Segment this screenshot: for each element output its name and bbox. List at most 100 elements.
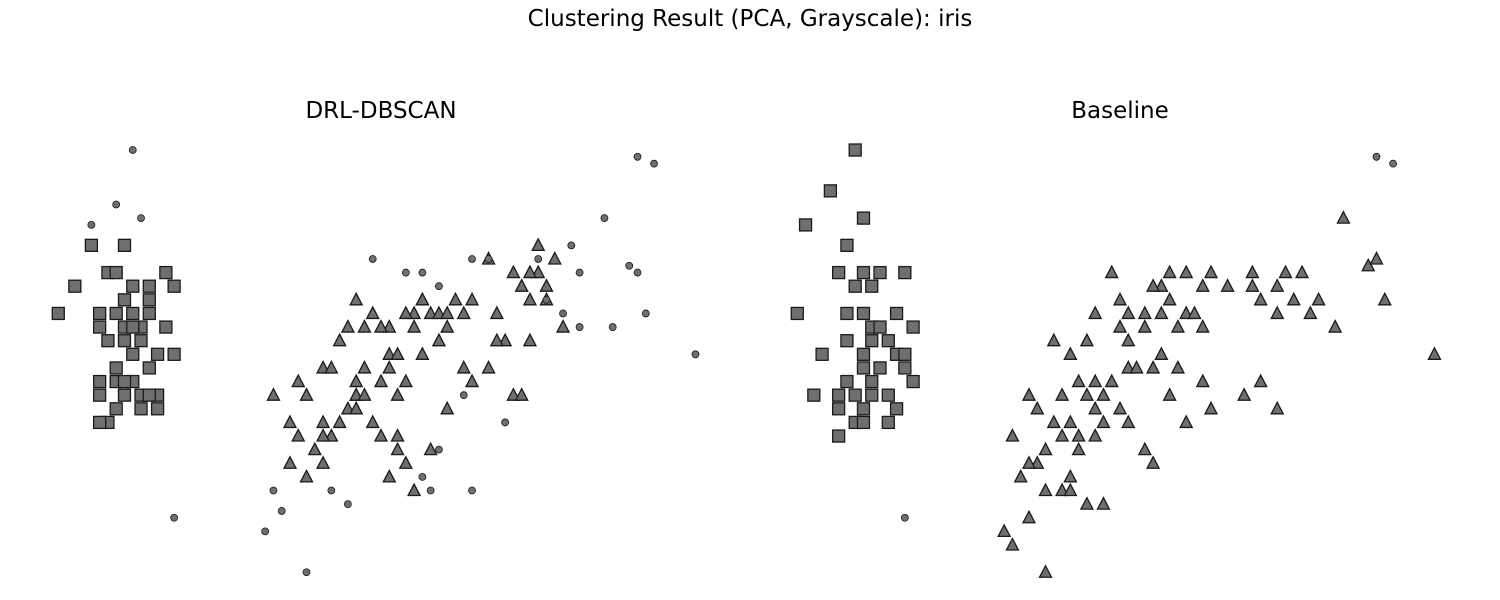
triangle-marker bbox=[1038, 564, 1053, 578]
triangle-marker bbox=[997, 523, 1012, 538]
triangle-marker bbox=[349, 373, 364, 388]
triangle-marker bbox=[373, 319, 389, 333]
triangle-marker bbox=[1112, 291, 1128, 306]
triangle-marker bbox=[464, 291, 480, 306]
triangle-marker bbox=[498, 332, 513, 347]
triangle-marker bbox=[1253, 373, 1268, 388]
triangle-marker bbox=[1303, 305, 1318, 320]
triangle-marker bbox=[1377, 291, 1392, 306]
square-marker bbox=[856, 265, 871, 280]
triangle-marker bbox=[1112, 319, 1128, 333]
noise-point bbox=[484, 255, 493, 263]
triangle-marker bbox=[489, 332, 504, 347]
noise-point bbox=[608, 323, 617, 331]
square-marker bbox=[142, 306, 156, 321]
noise-point bbox=[501, 418, 510, 427]
triangle-marker bbox=[349, 291, 364, 306]
triangle-marker bbox=[1245, 278, 1260, 292]
square-marker bbox=[881, 388, 895, 402]
triangle-marker bbox=[316, 428, 331, 442]
noise-point bbox=[459, 391, 468, 400]
square-marker bbox=[117, 388, 132, 402]
triangle-marker bbox=[1146, 278, 1161, 292]
triangle-marker bbox=[415, 346, 430, 360]
triangle-marker bbox=[1179, 264, 1194, 279]
square-marker bbox=[832, 429, 846, 443]
noise-point bbox=[87, 221, 96, 229]
square-marker bbox=[848, 388, 862, 402]
triangle-marker bbox=[382, 468, 397, 483]
triangle-marker bbox=[1187, 305, 1202, 320]
triangle-marker bbox=[365, 414, 380, 429]
noise-point bbox=[418, 472, 427, 481]
square-marker bbox=[856, 415, 871, 430]
square-marker bbox=[126, 279, 140, 293]
panel-title-baseline: Baseline bbox=[1071, 98, 1169, 124]
triangle-marker bbox=[1203, 264, 1219, 279]
triangle-marker bbox=[431, 305, 446, 320]
triangle-marker bbox=[266, 387, 281, 401]
square-marker bbox=[873, 320, 887, 334]
square-marker bbox=[150, 347, 165, 361]
triangle-marker bbox=[390, 441, 405, 456]
triangle-marker bbox=[316, 455, 331, 469]
triangle-marker bbox=[1146, 455, 1161, 469]
panel-title-drl-dbscan: DRL-DBSCAN bbox=[305, 98, 457, 124]
triangle-marker bbox=[1030, 455, 1045, 469]
triangle-marker bbox=[407, 482, 422, 497]
triangle-marker bbox=[1088, 373, 1103, 388]
triangle-marker bbox=[514, 278, 529, 292]
noise-point bbox=[327, 486, 336, 495]
triangle-marker bbox=[514, 387, 529, 401]
square-marker bbox=[159, 265, 173, 280]
triangle-marker bbox=[1055, 387, 1070, 401]
noise-point bbox=[418, 268, 427, 277]
noise-point bbox=[468, 486, 476, 495]
triangle-marker bbox=[1013, 468, 1028, 483]
triangle-marker bbox=[1063, 482, 1078, 497]
triangle-marker bbox=[1121, 305, 1136, 320]
triangle-marker bbox=[415, 291, 430, 306]
triangle-marker bbox=[1079, 496, 1094, 510]
triangle-marker bbox=[440, 400, 455, 415]
square-marker bbox=[815, 347, 829, 361]
square-marker bbox=[873, 361, 887, 375]
triangle-marker bbox=[332, 414, 347, 429]
triangle-marker bbox=[398, 455, 413, 469]
triangle-marker bbox=[1179, 414, 1194, 429]
square-marker bbox=[848, 143, 862, 157]
square-marker bbox=[109, 402, 123, 416]
square-marker bbox=[798, 218, 813, 232]
square-marker bbox=[142, 279, 156, 293]
triangle-marker bbox=[398, 305, 413, 320]
triangle-marker bbox=[1162, 264, 1177, 279]
square-marker bbox=[93, 374, 107, 389]
triangle-marker bbox=[1137, 441, 1152, 456]
triangle-marker bbox=[440, 319, 455, 333]
triangle-marker bbox=[407, 319, 422, 333]
square-marker bbox=[790, 306, 804, 321]
triangle-marker bbox=[1270, 305, 1285, 320]
triangle-marker bbox=[357, 360, 372, 374]
triangle-marker bbox=[407, 305, 422, 320]
triangle-marker bbox=[1071, 428, 1086, 442]
triangle-marker bbox=[1030, 400, 1045, 415]
square-marker bbox=[856, 361, 871, 375]
triangle-marker bbox=[1270, 278, 1285, 292]
triangle-marker bbox=[1195, 319, 1210, 333]
triangle-marker bbox=[291, 373, 306, 388]
noise-point bbox=[435, 445, 443, 454]
triangle-marker bbox=[398, 373, 413, 388]
triangle-marker bbox=[1294, 264, 1310, 279]
triangle-marker bbox=[1112, 400, 1128, 415]
triangle-marker bbox=[1146, 360, 1161, 374]
triangle-marker bbox=[390, 387, 405, 401]
triangle-marker bbox=[1270, 400, 1285, 415]
triangle-marker bbox=[382, 346, 397, 360]
noise-point bbox=[600, 214, 609, 223]
noise-point bbox=[137, 214, 145, 223]
triangle-marker bbox=[456, 305, 471, 320]
square-marker bbox=[93, 388, 107, 402]
square-marker bbox=[68, 279, 82, 293]
triangle-marker bbox=[1005, 428, 1020, 442]
